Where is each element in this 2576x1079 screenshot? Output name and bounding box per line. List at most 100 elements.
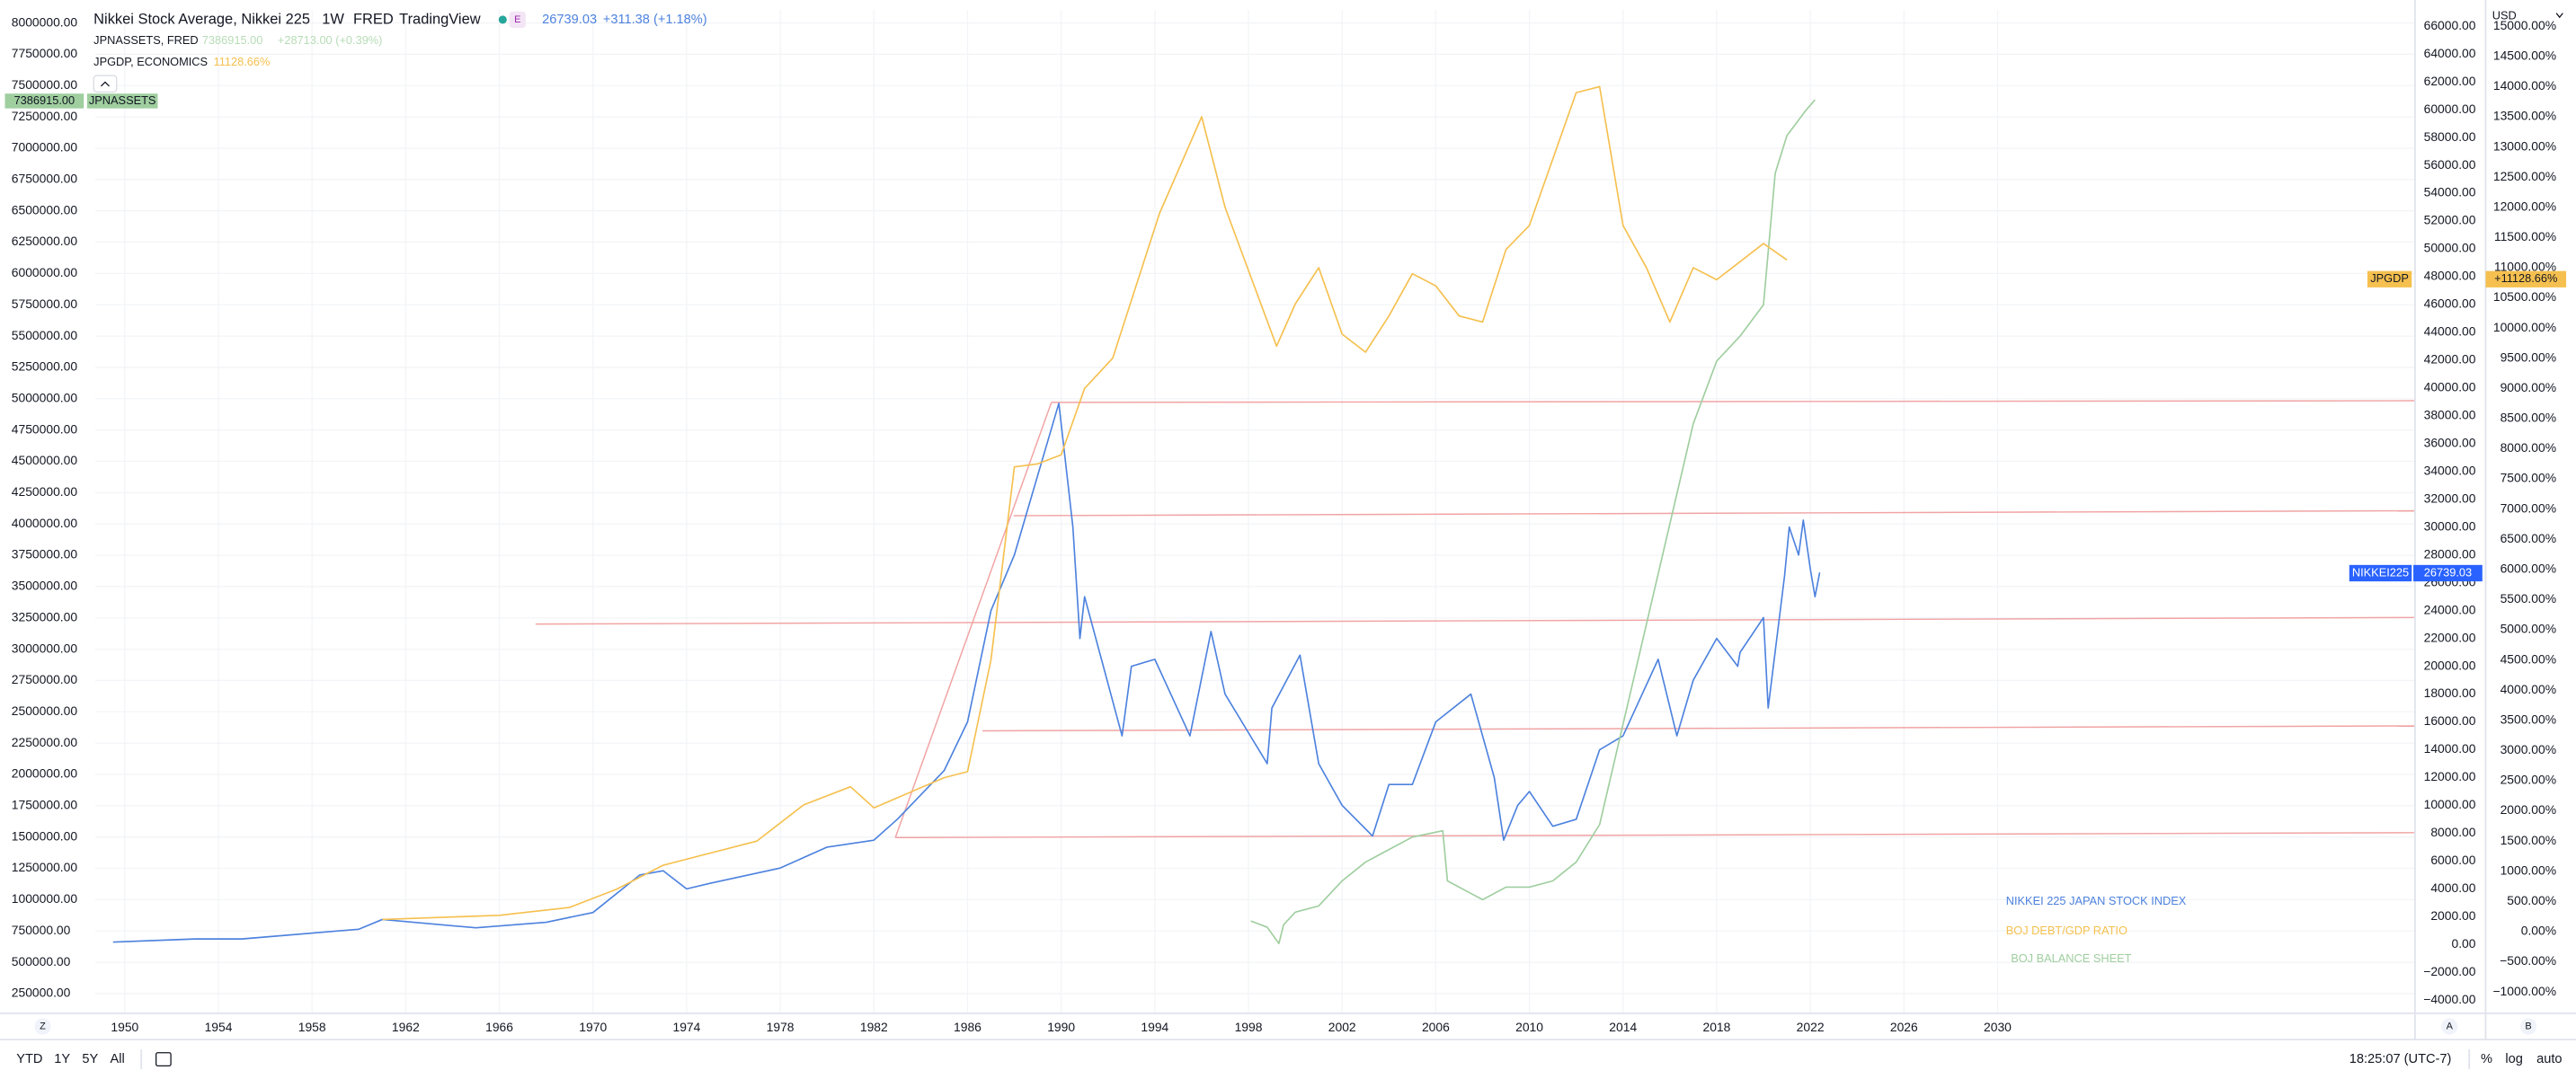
y-tick-label: 6750000.00 <box>12 172 78 186</box>
percent-toggle[interactable]: % <box>2481 1052 2492 1066</box>
y-tick-label: 24000.00 <box>2424 602 2476 616</box>
y-tick-label: 1000000.00 <box>12 891 78 906</box>
clock: 18:25:07 (UTC-7) <box>2349 1052 2452 1066</box>
y-tick-label: 16000.00 <box>2424 713 2476 728</box>
x-tick-label: 1966 <box>485 1020 513 1034</box>
series-title: JPGDP, ECONOMICS <box>93 55 208 68</box>
y-tick-label: 1000.00% <box>2500 862 2556 877</box>
badge-bg <box>509 11 526 29</box>
series-annotation: BOJ DEBT/GDP RATIO <box>2006 924 2127 937</box>
y-tick-label: 5750000.00 <box>12 296 78 311</box>
y-tick-label: 4000.00 <box>2430 880 2475 895</box>
y-tick-label: 10000.00% <box>2493 320 2556 334</box>
x-tick-label: 2006 <box>1422 1020 1450 1034</box>
y-tick-label: 2500000.00 <box>12 703 78 718</box>
y-tick-label: 10500.00% <box>2493 289 2556 304</box>
y-tick-label: 18000.00 <box>2424 685 2476 700</box>
y-tick-label: −1000.00% <box>2492 984 2556 998</box>
collapse-icon <box>100 81 111 87</box>
y-tick-label: 60000.00 <box>2424 102 2476 116</box>
goto-date-icon[interactable] <box>155 1052 172 1067</box>
range-button[interactable]: All <box>110 1052 124 1066</box>
price-label: 26739.03 <box>2424 565 2472 579</box>
range-button[interactable]: YTD <box>16 1052 42 1066</box>
y-tick-label: 2500.00% <box>2500 773 2556 787</box>
y-tick-label: 40000.00 <box>2424 380 2476 394</box>
y-tick-label: 8000.00 <box>2430 825 2475 839</box>
price-label-name: NIKKEI225 <box>2352 565 2409 579</box>
corner-letter: Z <box>40 1021 46 1031</box>
y-tick-label: 66000.00 <box>2424 18 2476 32</box>
x-tick-label: 1970 <box>579 1020 607 1034</box>
x-tick-label: 2014 <box>1609 1020 1637 1034</box>
y-tick-label: −500.00% <box>2500 953 2556 968</box>
y-tick-label: 36000.00 <box>2424 436 2476 450</box>
y-tick-label: 12500.00% <box>2493 169 2556 183</box>
y-tick-label: 3750000.00 <box>12 547 78 562</box>
x-tick-label: 1986 <box>954 1020 982 1034</box>
price-label-bg <box>2349 564 2412 582</box>
series-line <box>112 402 1821 943</box>
trend-line <box>1013 509 2415 517</box>
y-tick-label: 11500.00% <box>2494 229 2556 243</box>
auto-toggle[interactable]: auto <box>2536 1052 2562 1066</box>
y-tick-label: 3500.00% <box>2500 712 2556 726</box>
y-tick-label: 30000.00 <box>2424 518 2476 533</box>
y-tick-label: 14000.00 <box>2424 741 2476 756</box>
x-tick-label: 2018 <box>1702 1020 1730 1034</box>
y-tick-label: 52000.00 <box>2424 213 2476 227</box>
y-tick-label: 8000.00% <box>2500 440 2556 455</box>
y-tick-label: 9500.00% <box>2500 349 2556 364</box>
x-tick-label: 1962 <box>392 1020 420 1034</box>
y-tick-label: 22000.00 <box>2424 630 2476 644</box>
price-label-bg <box>2413 564 2483 582</box>
interval: 1W <box>322 11 344 27</box>
legend-change: +311.38 (+1.18%) <box>603 13 707 27</box>
y-tick-label: 1750000.00 <box>12 798 78 812</box>
currency[interactable]: USD <box>2492 9 2517 22</box>
price-label-name: JPGDP <box>2370 271 2409 285</box>
y-tick-label: 46000.00 <box>2424 296 2476 311</box>
corner-letter: B <box>2525 1021 2531 1031</box>
x-tick-label: 1998 <box>1235 1020 1263 1034</box>
y-tick-label: 4750000.00 <box>12 421 78 436</box>
y-tick-label: 6000.00% <box>2500 562 2556 576</box>
y-tick-label: 13500.00% <box>2493 109 2556 123</box>
y-tick-label: 8000000.00 <box>12 14 78 29</box>
price-label-name: JPNASSETS <box>89 93 156 107</box>
y-tick-label: 11000.00% <box>2494 260 2556 274</box>
y-tick-label: 7500.00% <box>2500 471 2556 485</box>
grid <box>95 9 2415 1013</box>
series-annotation: NIKKEI 225 JAPAN STOCK INDEX <box>2006 894 2187 907</box>
collapse-button[interactable] <box>93 75 118 93</box>
y-tick-label: 42000.00 <box>2424 352 2476 367</box>
log-toggle[interactable]: log <box>2505 1052 2522 1066</box>
y-tick-label: 20000.00 <box>2424 658 2476 672</box>
corner-button[interactable] <box>2519 1018 2537 1035</box>
brand: TradingView <box>399 11 481 27</box>
corner-button[interactable] <box>2441 1018 2458 1035</box>
y-tick-label: 48000.00 <box>2424 269 2476 283</box>
legend-value: 26739.03 <box>542 13 597 27</box>
range-button[interactable]: 1Y <box>54 1052 70 1066</box>
x-tick-label: 1978 <box>767 1020 795 1034</box>
y-tick-label: 6500000.00 <box>12 202 78 217</box>
x-tick-label: 1958 <box>298 1020 326 1034</box>
y-tick-label: 9000.00% <box>2500 380 2556 394</box>
y-tick-label: 2750000.00 <box>12 672 78 686</box>
currency-caret <box>2555 13 2563 19</box>
y-tick-label: 62000.00 <box>2424 74 2476 88</box>
trend-line <box>535 616 2415 625</box>
range-button[interactable]: 5Y <box>82 1052 98 1066</box>
price-label-bg <box>2485 270 2567 287</box>
x-tick-label: 2026 <box>1890 1020 1918 1034</box>
y-tick-label: 56000.00 <box>2424 157 2476 172</box>
corner-button[interactable] <box>34 1018 51 1035</box>
y-tick-label: 7250000.00 <box>12 109 78 123</box>
badge[interactable]: E <box>514 14 520 25</box>
x-tick-label: 2010 <box>1515 1020 1543 1034</box>
y-tick-label: 750000.00 <box>12 923 71 937</box>
y-tick-label: 5500000.00 <box>12 328 78 342</box>
price-label-bg <box>86 93 158 109</box>
